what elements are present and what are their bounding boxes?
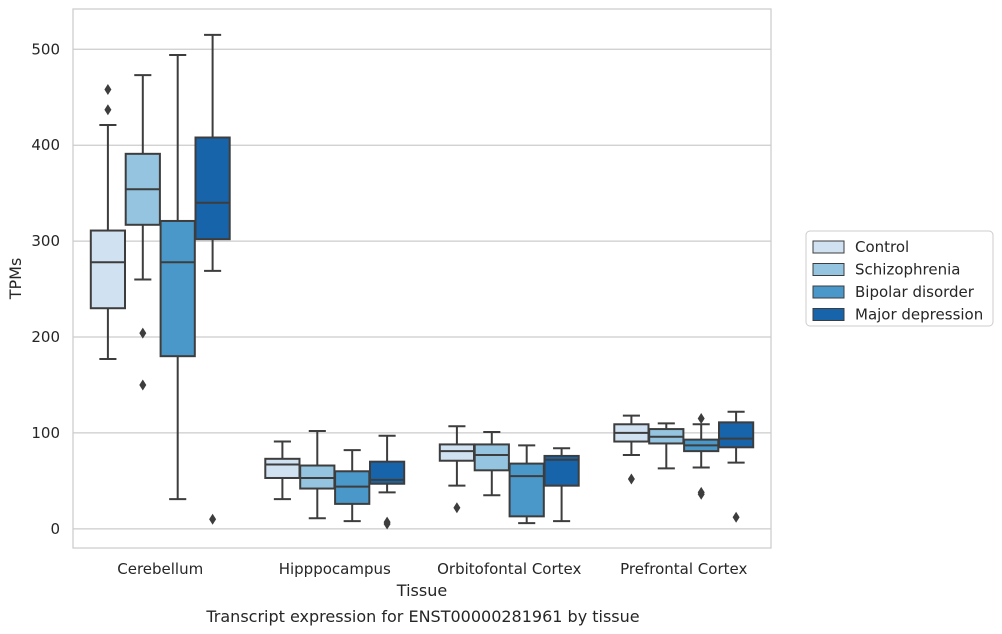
box-major-depression: [368, 434, 406, 530]
box-bipolar-disorder: [683, 413, 720, 500]
outlier-marker: [627, 473, 635, 485]
box-bipolar-disorder: [334, 449, 371, 523]
outlier-marker: [104, 104, 112, 116]
box-major-depression: [717, 410, 755, 523]
iqr-box: [89, 229, 127, 310]
box-control: [264, 440, 301, 501]
outlier-marker: [453, 502, 461, 514]
x-tick-label: Cerebellum: [117, 560, 203, 578]
y-tick-label: 500: [31, 40, 60, 58]
legend-swatch: [812, 240, 845, 254]
x-tick-label: Orbitofontal Cortex: [437, 560, 581, 578]
iqr-box: [194, 136, 231, 241]
legend-label: Major depression: [855, 306, 983, 324]
outlier-marker: [209, 513, 217, 525]
outlier-marker: [383, 518, 391, 530]
iqr-box: [717, 421, 755, 449]
legend-label: Bipolar disorder: [855, 283, 975, 301]
outlier-marker: [697, 413, 705, 425]
legend-label: Control: [855, 238, 909, 256]
legend-swatch: [812, 285, 845, 299]
y-tick-label: 100: [31, 424, 60, 442]
outlier-marker: [104, 84, 112, 96]
iqr-box: [368, 460, 406, 485]
iqr-box: [473, 443, 510, 472]
iqr-box: [543, 454, 580, 487]
x-axis-label: Tissue: [396, 581, 447, 600]
x-tick-label: Prefrontal Cortex: [620, 560, 747, 578]
box-control: [438, 425, 476, 514]
box-schizophrenia: [648, 422, 685, 470]
box-bipolar-disorder: [159, 54, 196, 501]
outlier-marker: [732, 511, 740, 523]
boxes: [89, 33, 755, 530]
y-tick-label: 0: [50, 520, 60, 538]
legend-swatch: [812, 263, 845, 276]
box-schizophrenia: [299, 429, 336, 520]
plot-frame: [72, 8, 772, 549]
box-control: [89, 84, 127, 361]
outlier-marker: [139, 327, 147, 339]
legend-frame: [805, 230, 994, 327]
outlier-marker: [697, 488, 705, 500]
box-major-depression: [543, 447, 580, 523]
y-axis-label: TPMs: [6, 258, 25, 301]
legend-swatch: [812, 308, 845, 321]
box-schizophrenia: [124, 74, 161, 391]
legend: Control Schizophrenia Bipolar disorder Majo…: [805, 230, 994, 327]
y-tick-labels: 0 100 200 300 400 500: [31, 40, 60, 538]
figure-caption: Transcript expression for ENST0000028196…: [205, 607, 639, 626]
y-tick-label: 400: [31, 136, 60, 154]
box-bipolar-disorder: [508, 444, 545, 525]
iqr-box: [159, 219, 196, 358]
box-major-depression: [194, 33, 231, 525]
iqr-box: [264, 457, 301, 479]
iqr-box: [508, 462, 545, 518]
legend-label: Schizophrenia: [855, 261, 960, 279]
y-tick-label: 200: [31, 328, 60, 346]
y-tick-label: 300: [31, 232, 60, 250]
x-tick-labels: Cerebellum Hipppocampus Orbitofontal Corte…: [117, 560, 747, 578]
x-tick-label: Hipppocampus: [279, 560, 391, 578]
iqr-box: [438, 443, 476, 462]
box-control: [613, 414, 650, 485]
box-schizophrenia: [473, 430, 510, 497]
outlier-marker: [139, 379, 147, 391]
